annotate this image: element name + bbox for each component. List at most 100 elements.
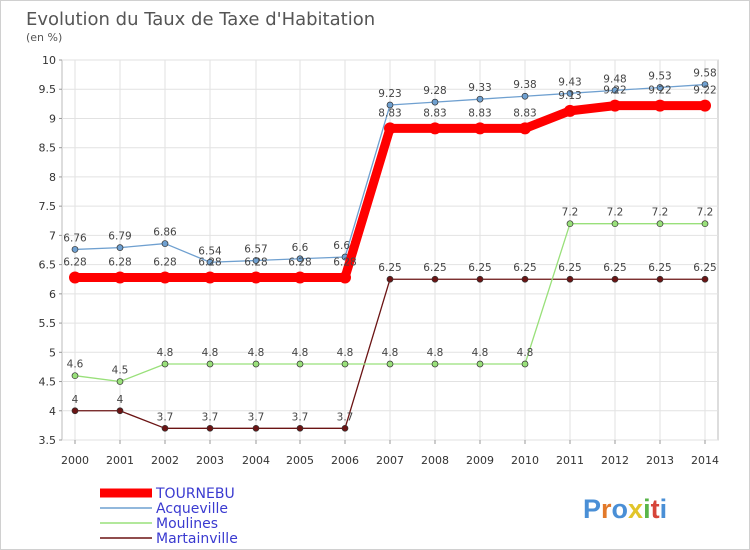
data-label: 9.53 — [648, 70, 671, 82]
data-label: 4 — [72, 394, 79, 406]
series-acqueville: 6.76 6.79 6.866.54 6.57 6.6 6.639.23 9.28 9.33 9… — [63, 68, 717, 266]
data-label: 9.22 — [693, 85, 716, 97]
data-label: 9.22 — [648, 85, 671, 97]
data-point — [71, 246, 79, 253]
data-point — [161, 360, 169, 368]
x-tick-label: 2013 — [646, 454, 674, 467]
data-label: 6.54 — [198, 245, 222, 257]
data-label: 6.6 — [292, 242, 309, 254]
data-point — [566, 220, 574, 228]
data-point — [611, 220, 619, 228]
series-tournebu: 6.28 6.28 6.28 6.28 6.28 6.28 6.28 8.83 8.83 8.83… — [63, 85, 717, 284]
data-point — [252, 360, 260, 368]
data-point — [431, 98, 439, 106]
data-label: 7.2 — [607, 207, 624, 219]
chart-title: Evolution du Taux de Taxe d'Habitation — [26, 9, 375, 30]
data-label: 6.28 — [288, 256, 311, 268]
data-point — [206, 424, 214, 432]
data-label: 9.38 — [513, 79, 536, 91]
data-label: 9.23 — [378, 88, 401, 100]
data-point — [699, 99, 711, 112]
data-label: 6.25 — [513, 262, 536, 274]
data-label: 9.33 — [468, 82, 491, 94]
x-tick-label: 2007 — [376, 454, 404, 467]
data-point — [252, 424, 260, 432]
data-label: 3.7 — [248, 411, 265, 423]
data-point — [566, 89, 574, 97]
data-label: 8.83 — [378, 107, 401, 119]
data-label: 6.28 — [198, 256, 221, 268]
y-tick-label: 6 — [49, 288, 56, 301]
data-point — [611, 87, 619, 94]
data-point — [161, 240, 169, 247]
data-point — [564, 104, 576, 117]
x-tick-label: 2003 — [196, 454, 224, 467]
data-label: 9.43 — [558, 76, 581, 88]
data-label: 4 — [117, 394, 124, 406]
data-label: 4.8 — [427, 347, 444, 359]
data-point — [116, 244, 124, 252]
y-tick-label: 7.5 — [39, 200, 57, 213]
data-point — [114, 271, 126, 284]
x-tick-label: 2011 — [556, 454, 584, 467]
data-point — [250, 271, 262, 284]
data-point — [386, 275, 394, 283]
data-point — [386, 360, 394, 368]
data-label: 6.57 — [244, 244, 267, 256]
data-point — [521, 360, 529, 368]
x-tick-label: 2012 — [601, 454, 629, 467]
y-tick-label: 7 — [49, 229, 56, 242]
data-point — [521, 92, 529, 100]
y-tick-label: 9 — [49, 112, 56, 125]
proxiti-logo: Proxiti — [583, 494, 667, 524]
x-tick-label: 2005 — [286, 454, 314, 467]
y-tick-label: 5.5 — [39, 317, 57, 330]
data-label: 9.28 — [423, 85, 446, 97]
data-label: 6.25 — [603, 262, 626, 274]
x-tick-label: 2014 — [691, 454, 719, 467]
data-point — [429, 122, 441, 135]
x-tick-label: 2009 — [466, 454, 494, 467]
data-point — [294, 271, 306, 284]
data-point — [386, 101, 394, 109]
data-label: 4.8 — [517, 347, 534, 359]
data-point — [341, 360, 349, 368]
y-tick-label: 8 — [49, 171, 56, 184]
data-point — [654, 99, 666, 112]
data-point — [339, 271, 351, 284]
data-point — [656, 275, 664, 283]
x-tick-label: 2001 — [106, 454, 134, 467]
data-label: 6.25 — [378, 262, 401, 274]
data-point — [296, 360, 304, 368]
data-point — [69, 271, 81, 284]
data-label: 6.28 — [153, 256, 176, 268]
data-label: 7.2 — [562, 207, 579, 219]
x-tick-label: 2006 — [331, 454, 359, 467]
data-label: 6.25 — [468, 262, 491, 274]
data-label: 9.22 — [603, 85, 626, 97]
x-tick-label: 2008 — [421, 454, 449, 467]
data-label: 6.28 — [108, 256, 131, 268]
y-tick-label: 6.5 — [39, 259, 57, 272]
data-label: 3.7 — [292, 411, 309, 423]
y-tick-label: 5 — [49, 346, 56, 359]
data-point — [252, 257, 260, 264]
data-point — [476, 360, 484, 368]
data-label: 6.25 — [693, 262, 716, 274]
y-tick-label: 8.5 — [39, 142, 57, 155]
data-point — [519, 122, 531, 135]
data-label: 6.25 — [648, 262, 671, 274]
data-label: 8.83 — [423, 107, 446, 119]
data-label: 7.2 — [697, 207, 714, 219]
data-point — [656, 84, 664, 91]
data-point — [116, 407, 124, 415]
data-label: 3.7 — [337, 411, 354, 423]
x-tick-label: 2000 — [61, 454, 89, 467]
data-label: 6.25 — [423, 262, 446, 274]
legend-label-tournebu: TOURNEBU — [155, 486, 235, 502]
data-label: 4.5 — [112, 365, 129, 377]
x-tick-label: 2004 — [242, 454, 270, 467]
data-label: 6.28 — [333, 256, 356, 268]
